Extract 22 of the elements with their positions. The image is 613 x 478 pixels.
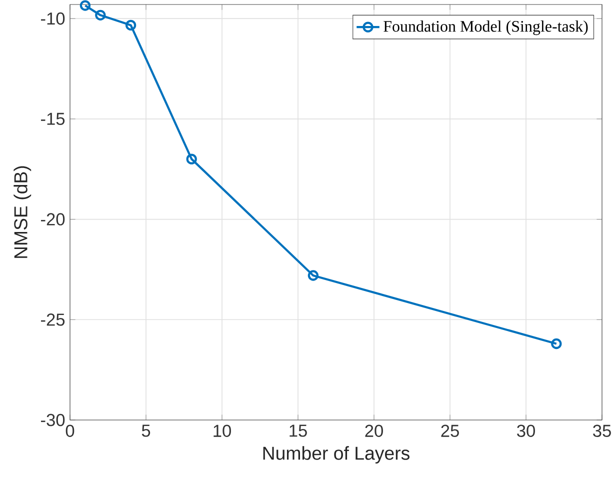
- y-tick-label: -10: [41, 12, 65, 25]
- y-tick-label: -15: [41, 112, 65, 125]
- x-tick-label: 10: [214, 424, 231, 437]
- x-axis-title: Number of Layers: [263, 446, 410, 464]
- point: [95, 10, 106, 20]
- x-tick-label: 15: [290, 424, 307, 437]
- y-axis-title: NMSE (dB): [14, 166, 32, 258]
- point: [125, 20, 136, 31]
- x-tick-label: 30: [517, 424, 535, 437]
- x-tick-label: 5: [142, 424, 150, 437]
- x-tick-label: 20: [365, 424, 383, 437]
- point: [308, 270, 319, 281]
- x-tick-label: 25: [441, 424, 459, 437]
- x-tick-label: 35: [593, 424, 611, 437]
- legend-label: Foundation Model (Single-task): [384, 20, 588, 36]
- point: [186, 154, 197, 164]
- y-tick-label: -30: [41, 414, 65, 426]
- y-tick-label: -25: [41, 314, 65, 326]
- x-tick-label: 0: [66, 424, 74, 437]
- point: [80, 0, 91, 11]
- y-tick-label: -20: [41, 213, 65, 226]
- point: [551, 338, 562, 350]
